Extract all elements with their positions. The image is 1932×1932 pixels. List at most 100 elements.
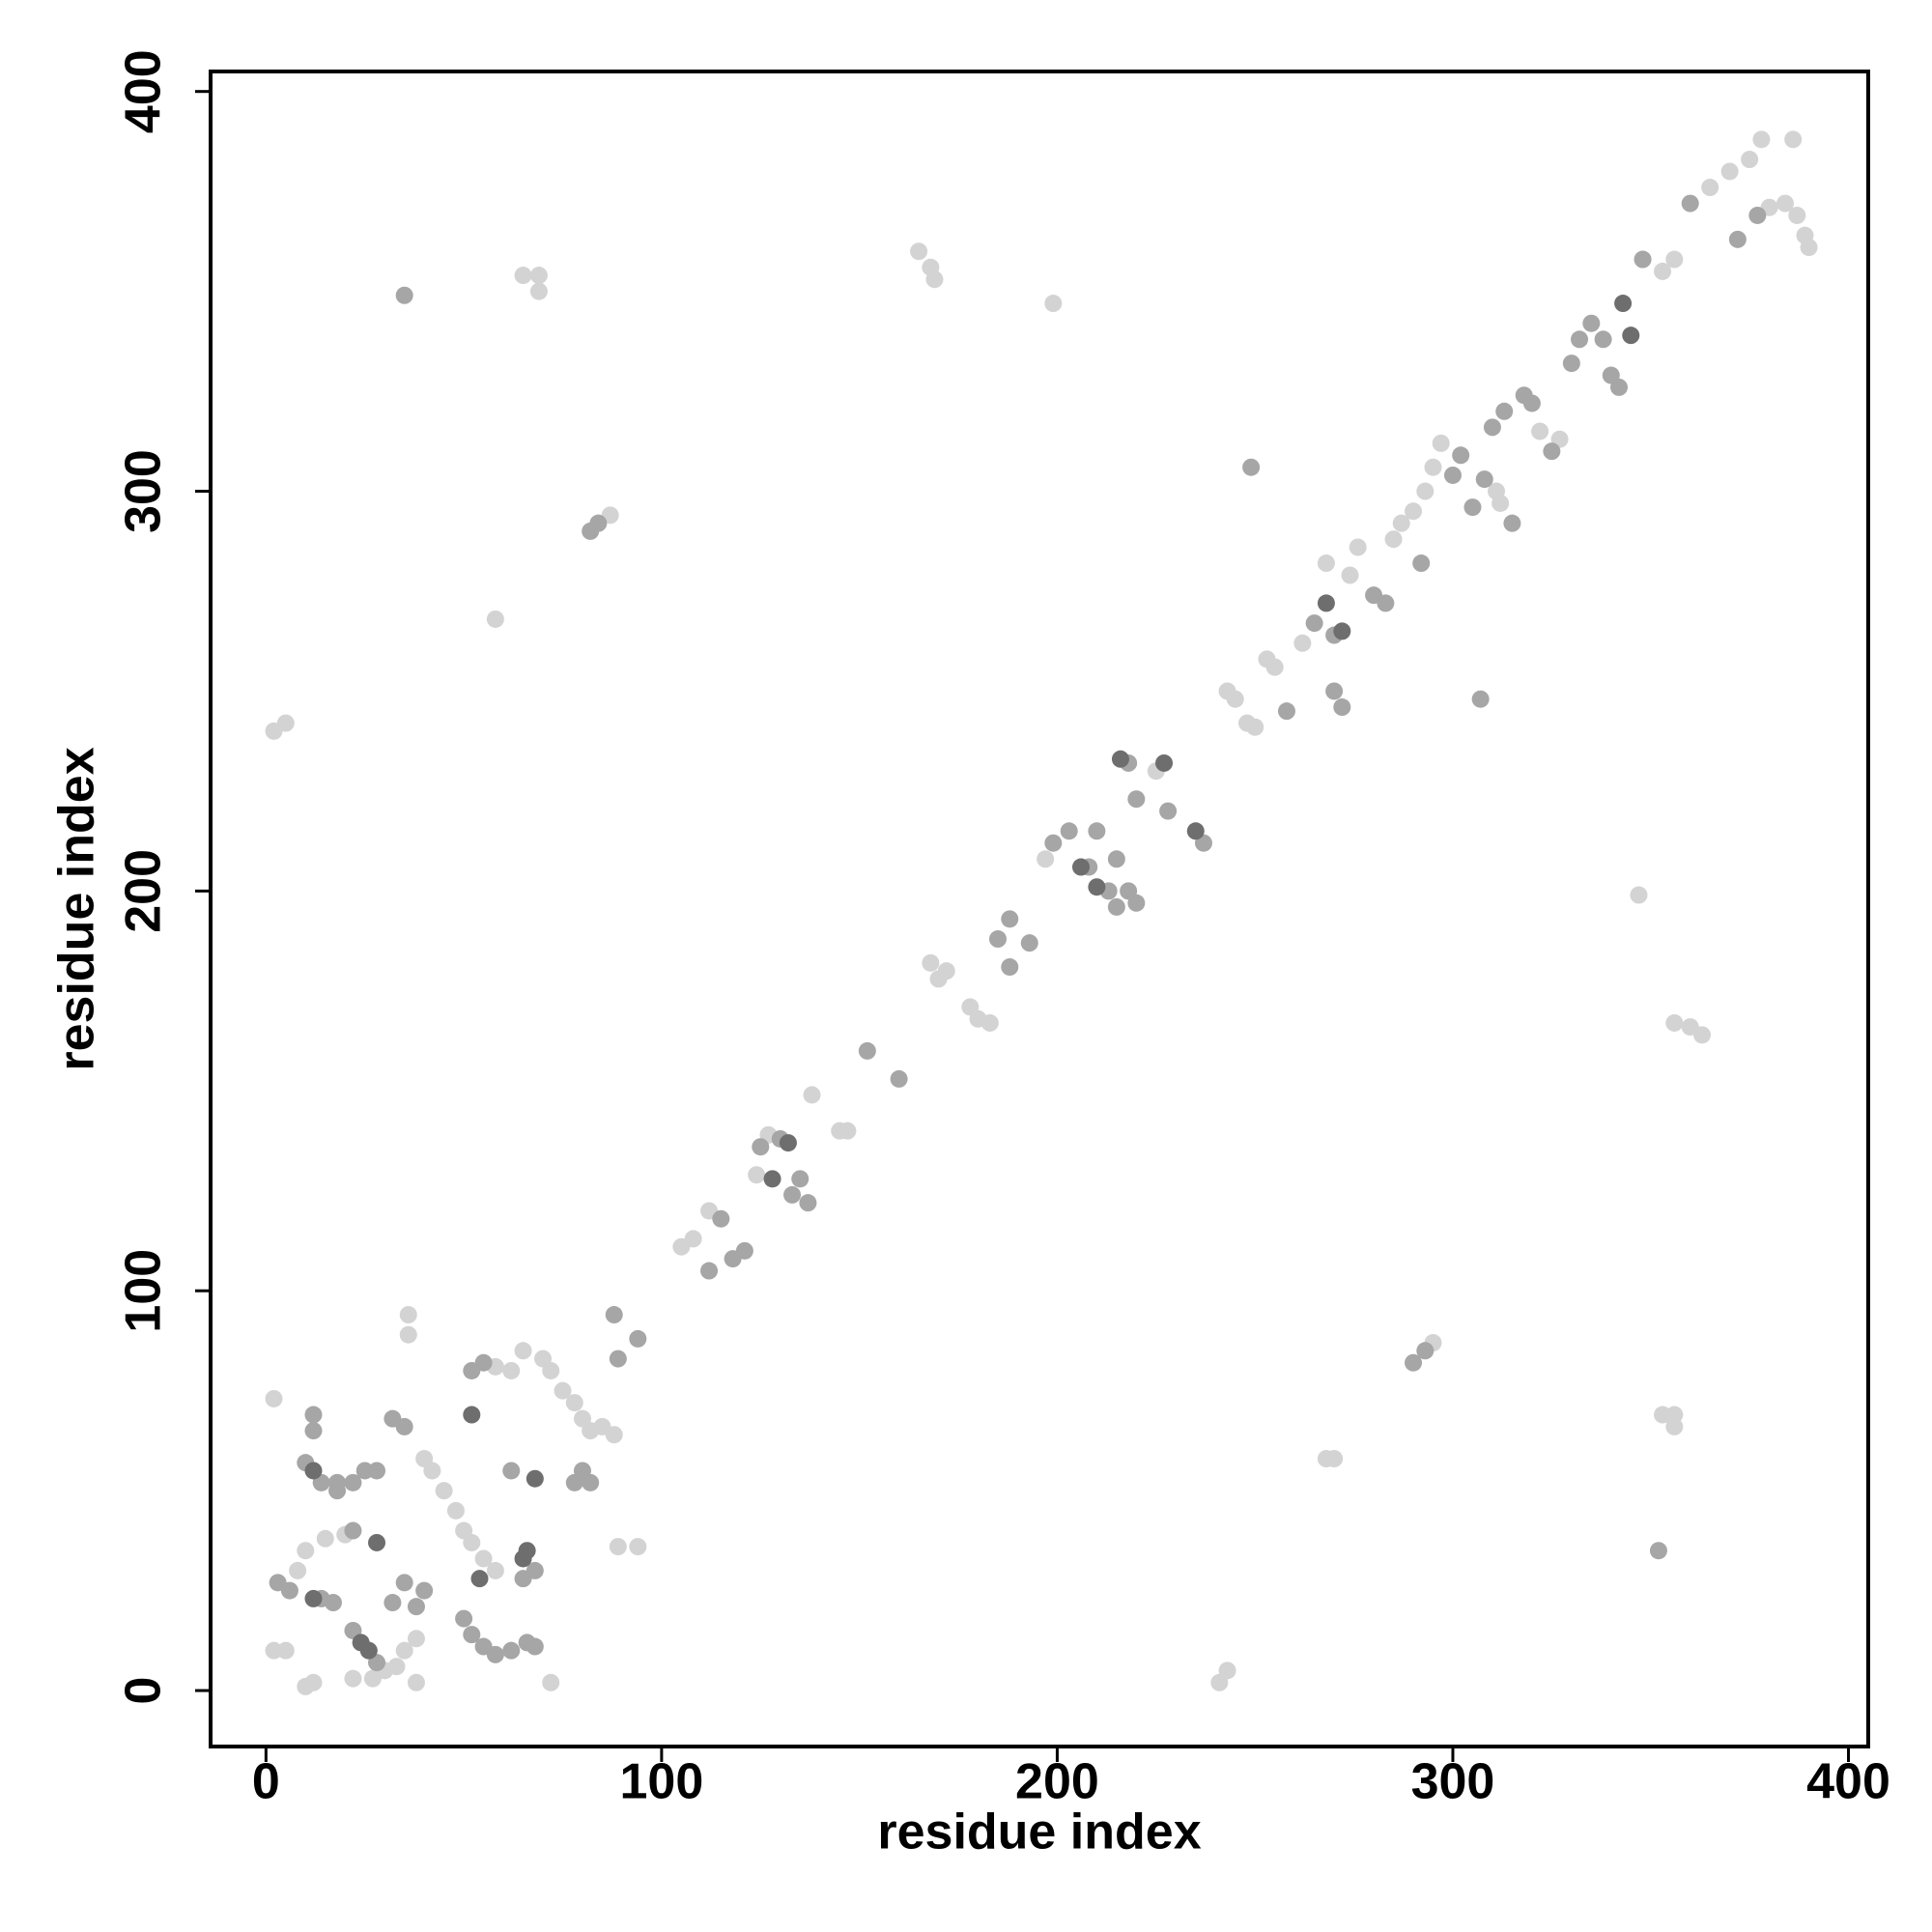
x-axis-label: residue index <box>877 1804 1201 1861</box>
point <box>435 1482 453 1500</box>
x-tick-label: 200 <box>1015 1754 1099 1810</box>
point <box>1349 538 1367 556</box>
point <box>384 1594 402 1612</box>
point <box>1452 446 1470 465</box>
point <box>1692 1026 1711 1044</box>
point <box>324 1594 342 1612</box>
point <box>328 1473 347 1492</box>
point <box>1218 1662 1236 1680</box>
point <box>514 267 532 285</box>
point <box>582 1473 600 1492</box>
point <box>1242 458 1261 476</box>
point <box>1681 194 1699 213</box>
point <box>1392 514 1410 532</box>
point <box>1088 822 1106 840</box>
point <box>1265 658 1284 676</box>
point <box>925 270 944 289</box>
point <box>415 1581 434 1600</box>
point <box>1424 458 1442 476</box>
point <box>474 1549 493 1568</box>
point <box>1044 295 1063 313</box>
point <box>1701 179 1719 197</box>
x-tick-label: 400 <box>1806 1754 1890 1810</box>
point <box>289 1561 307 1579</box>
point <box>514 1570 532 1588</box>
point <box>1741 151 1759 169</box>
point <box>542 1673 560 1691</box>
point <box>922 953 940 972</box>
point <box>1111 750 1129 768</box>
point <box>1752 130 1771 149</box>
point <box>799 1194 817 1212</box>
point <box>700 1262 719 1280</box>
point <box>1317 554 1335 573</box>
point <box>387 1658 406 1676</box>
point <box>455 1609 473 1628</box>
point <box>368 1462 386 1480</box>
point <box>890 1069 908 1088</box>
point <box>395 1574 413 1592</box>
point <box>1159 802 1178 820</box>
point <box>1622 327 1640 345</box>
point <box>1475 470 1493 489</box>
point <box>1405 1353 1423 1372</box>
y-tick-label: 100 <box>116 1249 172 1333</box>
point <box>1665 250 1684 269</box>
point <box>1001 958 1019 977</box>
point <box>1788 206 1806 224</box>
point <box>474 1353 493 1372</box>
point <box>1333 622 1351 640</box>
point <box>518 1634 536 1652</box>
point <box>1582 314 1601 332</box>
point <box>529 267 548 285</box>
point <box>1784 130 1803 149</box>
point <box>407 1598 425 1616</box>
point <box>1088 878 1106 896</box>
point <box>463 1533 481 1551</box>
point <box>1341 566 1359 584</box>
point <box>1412 554 1431 573</box>
point <box>446 1501 465 1520</box>
point <box>1543 442 1561 461</box>
x-tick-label: 100 <box>620 1754 704 1810</box>
point <box>542 1361 560 1379</box>
point <box>407 1673 425 1691</box>
point <box>502 1361 521 1379</box>
point <box>502 1641 521 1660</box>
point <box>1044 834 1063 852</box>
y-axis-label: residue index <box>49 747 105 1070</box>
point <box>529 282 548 300</box>
point <box>858 1041 876 1060</box>
point <box>1405 502 1423 521</box>
point <box>1186 822 1205 840</box>
point <box>399 1306 417 1324</box>
point <box>565 1394 583 1412</box>
y-tick-label: 400 <box>116 49 172 133</box>
point <box>1531 422 1549 440</box>
point <box>1463 498 1482 517</box>
point <box>1492 494 1510 512</box>
point <box>1127 894 1146 912</box>
point <box>910 242 928 261</box>
point <box>629 1538 647 1556</box>
point <box>502 1462 521 1480</box>
point <box>514 1549 532 1568</box>
point <box>1293 634 1312 652</box>
point <box>395 286 413 304</box>
plot-frame <box>209 70 1870 1748</box>
point <box>276 1641 295 1660</box>
point <box>276 714 295 732</box>
point <box>1728 230 1747 248</box>
point <box>1325 682 1344 700</box>
point <box>1384 530 1403 549</box>
point <box>463 1626 481 1644</box>
point <box>304 1673 323 1691</box>
point <box>1325 1450 1344 1468</box>
point <box>304 1589 323 1607</box>
point <box>1609 378 1628 396</box>
point <box>684 1230 702 1248</box>
point <box>1594 330 1612 349</box>
point <box>803 1086 821 1104</box>
point <box>1246 718 1264 736</box>
point <box>1665 1406 1684 1424</box>
